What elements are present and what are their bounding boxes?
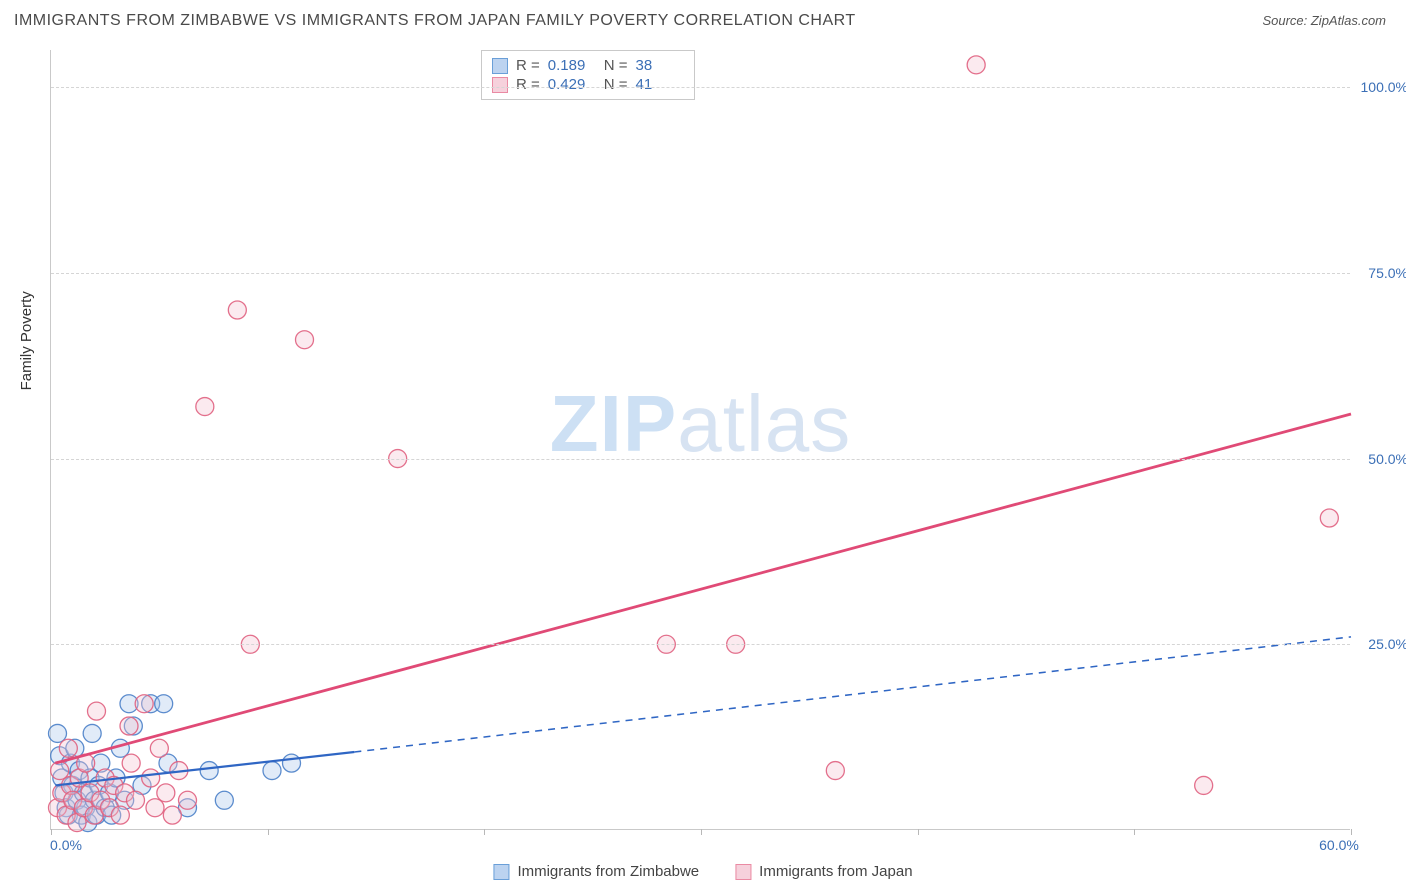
- source-attribution: Source: ZipAtlas.com: [1262, 13, 1386, 28]
- xtick: [1351, 829, 1352, 835]
- legend-label: Immigrants from Japan: [759, 863, 912, 880]
- data-point: [263, 762, 281, 780]
- data-point: [179, 791, 197, 809]
- xtick: [268, 829, 269, 835]
- data-point: [215, 791, 233, 809]
- ytick-label: 100.0%: [1361, 79, 1406, 95]
- xtick: [701, 829, 702, 835]
- data-point: [142, 769, 160, 787]
- swatch-zimbabwe: [493, 864, 509, 880]
- ytick-label: 75.0%: [1368, 265, 1406, 281]
- bottom-legend: Immigrants from Zimbabwe Immigrants from…: [493, 863, 912, 880]
- data-point: [157, 784, 175, 802]
- data-point: [1195, 776, 1213, 794]
- scatter-svg: [51, 50, 1350, 829]
- plot-area: ZIPatlas R = 0.189 N = 38 R = 0.429 N = …: [50, 50, 1350, 830]
- data-point: [150, 739, 168, 757]
- data-point: [967, 56, 985, 74]
- data-point: [228, 301, 246, 319]
- xtick-label: 0.0%: [50, 837, 82, 853]
- data-point: [59, 739, 77, 757]
- legend-item-zimbabwe: Immigrants from Zimbabwe: [493, 863, 699, 880]
- legend-item-japan: Immigrants from Japan: [735, 863, 912, 880]
- data-point: [146, 799, 164, 817]
- xtick: [918, 829, 919, 835]
- data-point: [1320, 509, 1338, 527]
- data-point: [296, 331, 314, 349]
- data-point: [135, 695, 153, 713]
- data-point: [155, 695, 173, 713]
- data-point: [83, 724, 101, 742]
- xtick: [1134, 829, 1135, 835]
- xtick: [484, 829, 485, 835]
- ytick-label: 50.0%: [1368, 451, 1406, 467]
- gridline: [51, 87, 1350, 88]
- gridline: [51, 273, 1350, 274]
- data-point: [163, 806, 181, 824]
- xtick-label: 60.0%: [1319, 837, 1359, 853]
- data-point: [127, 791, 145, 809]
- data-point: [111, 806, 129, 824]
- y-axis-label: Family Poverty: [18, 291, 35, 390]
- chart-title: IMMIGRANTS FROM ZIMBABWE VS IMMIGRANTS F…: [14, 12, 856, 30]
- data-point: [826, 762, 844, 780]
- data-point: [122, 754, 140, 772]
- xtick: [51, 829, 52, 835]
- ytick-label: 25.0%: [1368, 636, 1406, 652]
- trend-line-dashed: [354, 637, 1351, 752]
- gridline: [51, 644, 1350, 645]
- data-point: [200, 762, 218, 780]
- data-point: [283, 754, 301, 772]
- swatch-japan: [735, 864, 751, 880]
- data-point: [196, 398, 214, 416]
- data-point: [49, 724, 67, 742]
- trend-line: [55, 414, 1351, 763]
- data-point: [51, 762, 69, 780]
- legend-label: Immigrants from Zimbabwe: [517, 863, 699, 880]
- data-point: [88, 702, 106, 720]
- data-point: [120, 717, 138, 735]
- gridline: [51, 459, 1350, 460]
